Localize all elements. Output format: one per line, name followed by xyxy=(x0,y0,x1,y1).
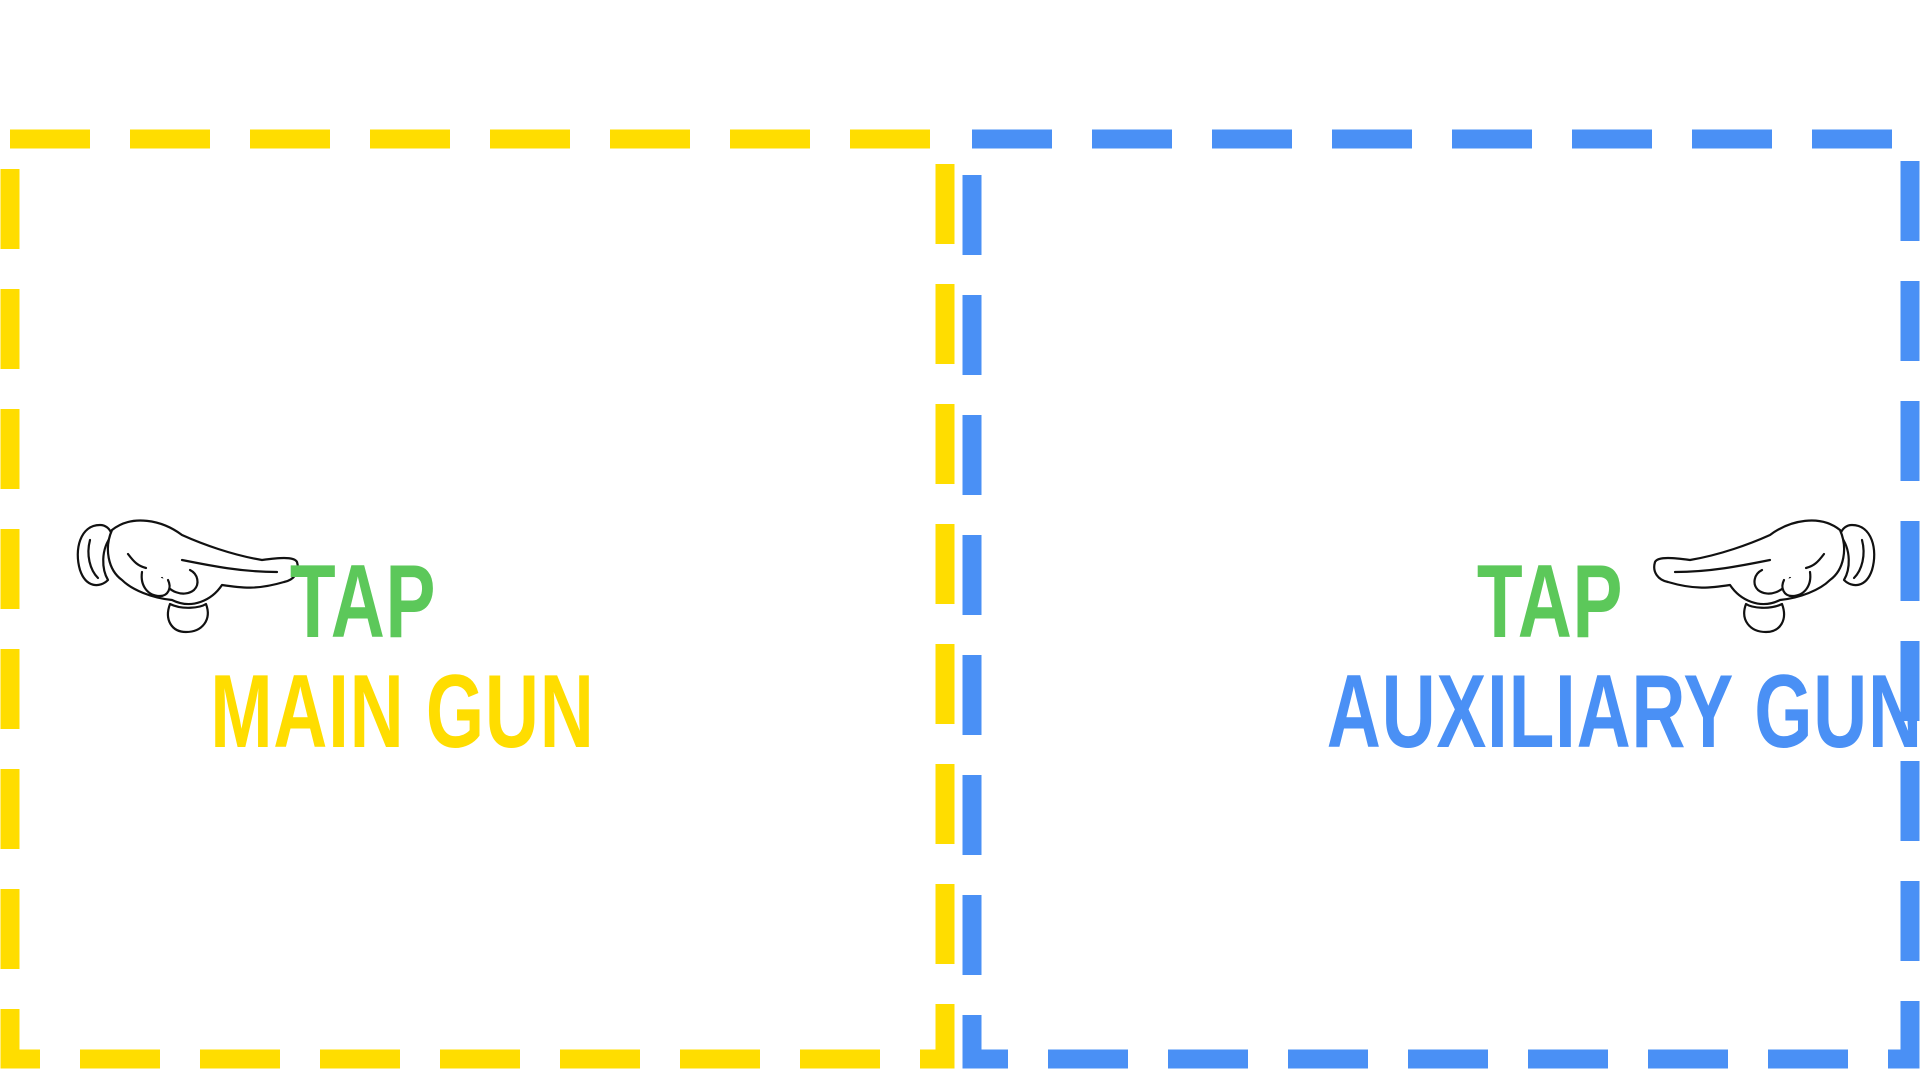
main-gun-label: MAIN GUN xyxy=(210,654,595,770)
main-gun-caption: TAP MAIN GUN xyxy=(150,544,595,770)
main-tap-label: TAP xyxy=(289,544,437,660)
auxiliary-tap-label: TAP xyxy=(1476,544,1624,660)
main-gun-zone-border xyxy=(0,129,955,1069)
auxiliary-gun-label: AUXILIARY GUN xyxy=(1326,654,1920,770)
main-gun-tap-zone[interactable] xyxy=(0,129,955,1071)
pointing-hand-icon xyxy=(76,519,299,634)
pointing-hand-icon xyxy=(1653,519,1876,634)
auxiliary-gun-zone-border xyxy=(962,129,1920,1069)
auxiliary-gun-tap-zone[interactable] xyxy=(962,129,1920,1071)
auxiliary-gun-caption: TAP AUXILIARY GUN xyxy=(1240,544,1920,770)
